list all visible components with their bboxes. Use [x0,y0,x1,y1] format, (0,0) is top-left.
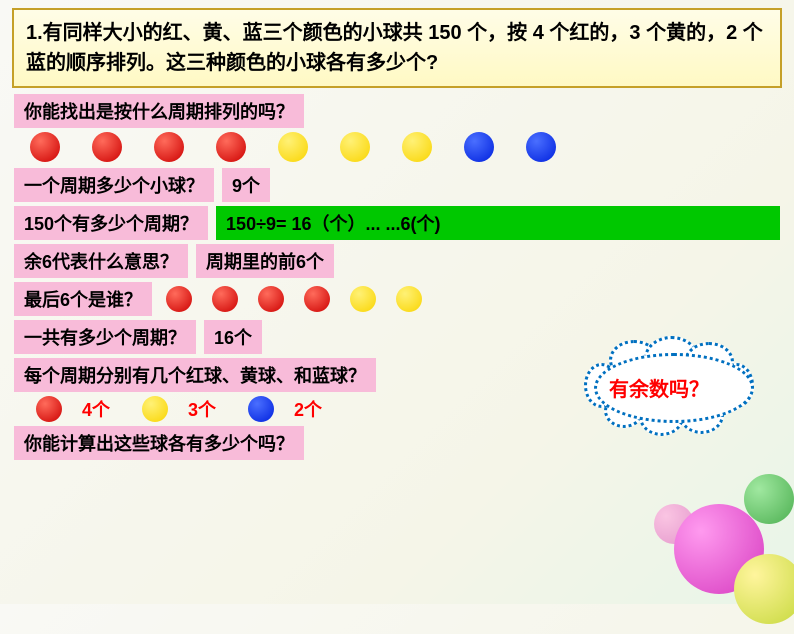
q-period-count: 一个周期多少个小球？ [14,168,214,202]
ball-blue-icon [526,132,556,162]
q-period-pattern: 你能找出是按什么周期排列的吗？ [14,94,304,128]
ball-red-icon [212,286,238,312]
ball-red-icon [304,286,330,312]
q-how-many-periods: 150个有多少个周期？ [14,206,208,240]
cloud-text: 有余数吗？ [609,373,709,402]
a-remainder-meaning: 周期里的前6个 [196,244,334,278]
q-total-periods: 一共有多少个周期？ [14,320,196,354]
decorative-bubbles [624,434,794,634]
ball-red-icon [166,286,192,312]
ball-red-icon [258,286,284,312]
ball-blue-icon [248,396,274,422]
yellow-count: 3个 [188,396,216,422]
q-last-six: 最后6个是谁？ [14,282,152,316]
ball-red-icon [154,132,184,162]
pattern-balls-row [14,132,794,162]
ball-red-icon [92,132,122,162]
ball-blue-icon [464,132,494,162]
a-total-periods: 16个 [204,320,262,354]
a-division: 150÷9= 16（个）... ...6(个) [216,206,780,240]
ball-red-icon [30,132,60,162]
ball-yellow-icon [402,132,432,162]
q-calculate: 你能计算出这些球各有多少个吗？ [14,426,304,460]
a-period-count: 9个 [222,168,270,202]
blue-count: 2个 [294,396,322,422]
thought-bubble: 有余数吗？ [584,348,764,438]
ball-yellow-icon [350,286,376,312]
ball-red-icon [36,396,62,422]
ball-yellow-icon [142,396,168,422]
ball-yellow-icon [278,132,308,162]
ball-yellow-icon [396,286,422,312]
q-remainder-meaning: 余6代表什么意思？ [14,244,188,278]
q-per-period-colors: 每个周期分别有几个红球、黄球、和蓝球？ [14,358,376,392]
main-question: 1.有同样大小的红、黄、蓝三个颜色的小球共 150 个，按 4 个红的，3 个黄… [12,8,782,88]
red-count: 4个 [82,396,110,422]
ball-yellow-icon [340,132,370,162]
ball-red-icon [216,132,246,162]
